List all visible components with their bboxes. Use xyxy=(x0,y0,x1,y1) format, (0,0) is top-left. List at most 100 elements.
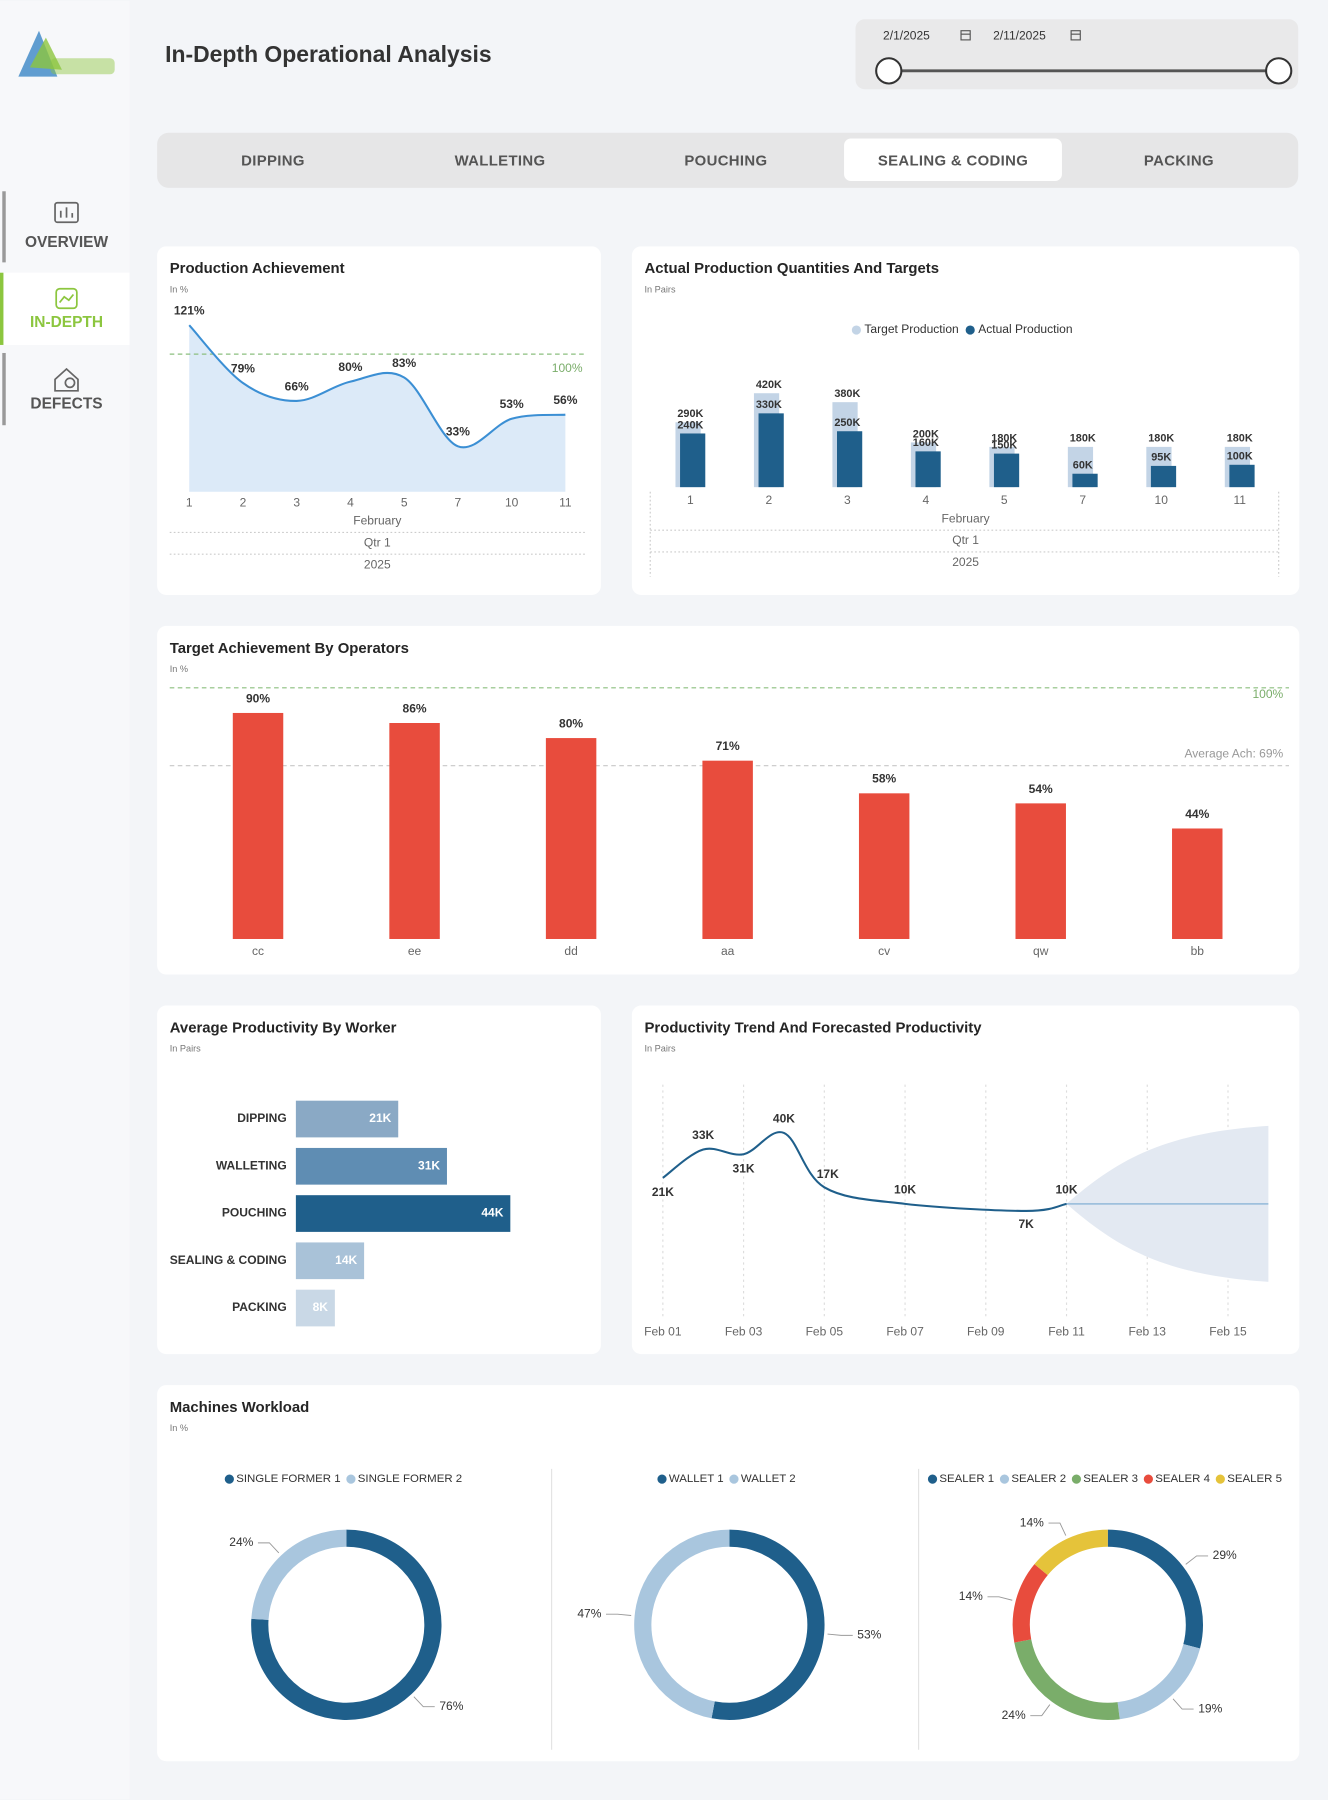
area xyxy=(189,325,566,492)
nav-label[interactable]: DEFECTS xyxy=(30,396,102,413)
legend: Target Production Actual Production xyxy=(851,322,1073,336)
donut-segment xyxy=(1107,1529,1203,1649)
data-label: 83% xyxy=(392,356,416,370)
x-tick-label: cv xyxy=(878,944,890,958)
bar xyxy=(295,1195,511,1232)
legend-swatch xyxy=(657,1474,667,1484)
data-label: 56% xyxy=(553,393,577,407)
x-tick-label: Feb 15 xyxy=(1209,1325,1247,1339)
bar xyxy=(1150,465,1177,488)
data-label: 21K xyxy=(652,1185,674,1199)
nav-label[interactable]: OVERVIEW xyxy=(25,234,108,251)
x-tick-label: Feb 13 xyxy=(1129,1325,1167,1339)
chart-title: Machines Workload xyxy=(170,1400,310,1416)
calendar-icon[interactable] xyxy=(1070,30,1081,41)
donut-segment xyxy=(634,1529,730,1719)
data-label: 10K xyxy=(1055,1182,1077,1196)
chart-title: Average Productivity By Worker xyxy=(170,1020,397,1036)
line xyxy=(662,1131,1067,1212)
tab[interactable]: SEALING & CODING xyxy=(878,153,1028,169)
nav-item[interactable]: DEFECTS xyxy=(30,396,102,413)
date-start[interactable]: 2/1/2025 xyxy=(883,29,930,43)
x-tick-label: 2 xyxy=(765,493,772,507)
data-label: 180K xyxy=(991,433,1017,445)
data-label: 95K xyxy=(1151,452,1171,464)
legend: SINGLE FORMER 1 SINGLE FORMER 2 xyxy=(224,1473,462,1485)
chart-title: Production Achievement xyxy=(170,261,345,277)
x-tick-label: 3 xyxy=(844,493,851,507)
bar xyxy=(993,453,1020,488)
nav-item[interactable]: IN-DEPTH xyxy=(30,314,103,331)
slider-handle[interactable] xyxy=(875,57,903,85)
data-label: 29% xyxy=(1213,1548,1237,1562)
legend-swatch xyxy=(1071,1474,1082,1484)
tab[interactable]: POUCHING xyxy=(684,153,767,169)
data-label: 10K xyxy=(894,1182,916,1196)
bar xyxy=(758,413,784,488)
nav-marker xyxy=(0,272,4,345)
data-label: 14% xyxy=(959,1589,983,1603)
date-end[interactable]: 2/11/2025 xyxy=(993,29,1046,43)
x-tick-label: Feb 11 xyxy=(1048,1325,1085,1339)
nav-label[interactable]: IN-DEPTH xyxy=(30,314,103,331)
bar xyxy=(389,723,440,939)
data-label: 53% xyxy=(857,1628,881,1642)
x-group-label: February xyxy=(942,511,990,525)
data-label: 21K xyxy=(369,1111,391,1125)
tab[interactable]: PACKING xyxy=(1144,153,1214,169)
data-label: 14% xyxy=(1020,1515,1044,1529)
data-label: 71% xyxy=(716,739,740,753)
legend-swatch xyxy=(851,325,861,335)
data-label: 250K xyxy=(834,417,860,429)
calendar-icon[interactable] xyxy=(960,30,971,41)
data-label: 240K xyxy=(677,419,703,431)
leader-line xyxy=(413,1696,435,1708)
legend: WALLET 1 WALLET 2 xyxy=(657,1473,796,1485)
leader-line xyxy=(1172,1698,1194,1710)
legend-swatch xyxy=(999,1474,1010,1484)
data-label: 31K xyxy=(733,1161,755,1175)
nav-item[interactable]: OVERVIEW xyxy=(25,234,108,251)
donut-segment xyxy=(1012,1564,1048,1643)
card xyxy=(631,246,1300,595)
data-label: 58% xyxy=(872,772,896,786)
tab-active-bg xyxy=(844,138,1062,181)
bar xyxy=(702,760,753,939)
x-tick-label: bb xyxy=(1191,944,1205,958)
x-tick-label: Feb 01 xyxy=(644,1325,682,1339)
data-label: 90% xyxy=(246,691,270,705)
bar xyxy=(295,1289,335,1327)
leader-line xyxy=(1030,1704,1051,1717)
x-tick-label: dd xyxy=(564,944,577,958)
sidebar xyxy=(0,0,130,1800)
bar xyxy=(295,1100,399,1138)
data-label: 44K xyxy=(481,1206,503,1220)
data-label: 7K xyxy=(1018,1217,1034,1231)
x-tick-label: 11 xyxy=(559,495,572,509)
tabs: DIPPING WALLETING POUCHING SEALING & CODING… xyxy=(241,138,1214,181)
x-tick-label: cc xyxy=(252,944,264,958)
data-label: 54% xyxy=(1029,782,1053,796)
reference-label: Average Ach: 69% xyxy=(1184,746,1283,760)
nav-marker xyxy=(2,191,6,263)
bar xyxy=(680,433,706,488)
slider-handle[interactable] xyxy=(1265,57,1293,85)
card xyxy=(631,1005,1300,1355)
leader-line xyxy=(1185,1555,1209,1565)
x-tick-label: qw xyxy=(1033,944,1049,958)
page-title: In-Depth Operational Analysis xyxy=(165,41,491,67)
x-tick-label: 5 xyxy=(401,495,408,509)
tab[interactable]: DIPPING xyxy=(241,153,305,169)
data-label: 180K xyxy=(1227,433,1253,445)
tab[interactable]: WALLETING xyxy=(455,153,546,169)
y-tick-label: SEALING & CODING xyxy=(170,1253,287,1267)
data-label: 47% xyxy=(577,1606,601,1620)
chart-subtitle: In % xyxy=(170,1423,188,1433)
y-tick-label: PACKING xyxy=(232,1300,287,1314)
data-label: 180K xyxy=(1070,433,1096,445)
data-label: 290K xyxy=(677,408,703,420)
x-tick-label: 2 xyxy=(240,495,247,509)
data-label: 40K xyxy=(773,1111,795,1125)
data-label: 150K xyxy=(991,439,1017,451)
y-tick-label: POUCHING xyxy=(222,1206,287,1220)
